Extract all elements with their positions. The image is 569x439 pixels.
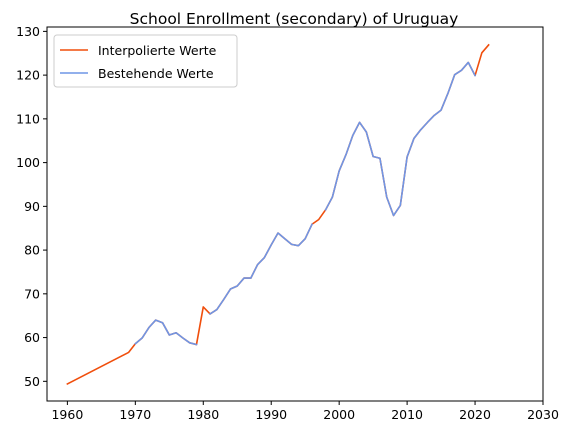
y-tick-label: 110 — [16, 111, 40, 126]
x-tick-label: 2000 — [323, 407, 355, 422]
y-tick-label: 90 — [24, 199, 40, 214]
y-tick-label: 60 — [24, 330, 40, 345]
series-line-bestehende-werte — [134, 319, 198, 346]
x-tick-label: 1990 — [255, 407, 287, 422]
legend-box — [53, 34, 238, 88]
y-axis: 50 60 70 80 90 100 110 120 130 — [16, 24, 47, 389]
x-tick-label: 2020 — [459, 407, 491, 422]
series-line-interpolierte-werte — [66, 43, 490, 386]
y-tick-label: 80 — [24, 243, 40, 258]
legend-label-bestehende-werte: Bestehende Werte — [98, 66, 214, 81]
x-tick-label: 2030 — [527, 407, 559, 422]
series-line-bestehende-werte — [324, 61, 477, 217]
x-axis: 1960 1970 1980 1990 2000 2010 2020 2030 — [51, 401, 559, 422]
x-tick-label: 1960 — [51, 407, 83, 422]
series-line-bestehende-werte — [208, 223, 314, 316]
legend-label-interpolierte-werte: Interpolierte Werte — [98, 43, 217, 58]
plot-frame — [46, 26, 544, 402]
x-tick-label: 1970 — [119, 407, 151, 422]
x-tick-label: 2010 — [391, 407, 423, 422]
y-tick-label: 50 — [24, 374, 40, 389]
legend: Interpolierte Werte Bestehende Werte — [53, 34, 238, 88]
series-layer — [66, 43, 490, 386]
y-tick-label: 120 — [16, 68, 40, 83]
y-tick-label: 130 — [16, 24, 40, 39]
y-tick-label: 100 — [16, 155, 40, 170]
x-tick-label: 1980 — [187, 407, 219, 422]
y-tick-label: 70 — [24, 286, 40, 301]
chart-title: School Enrollment (secondary) of Uruguay — [130, 10, 459, 28]
